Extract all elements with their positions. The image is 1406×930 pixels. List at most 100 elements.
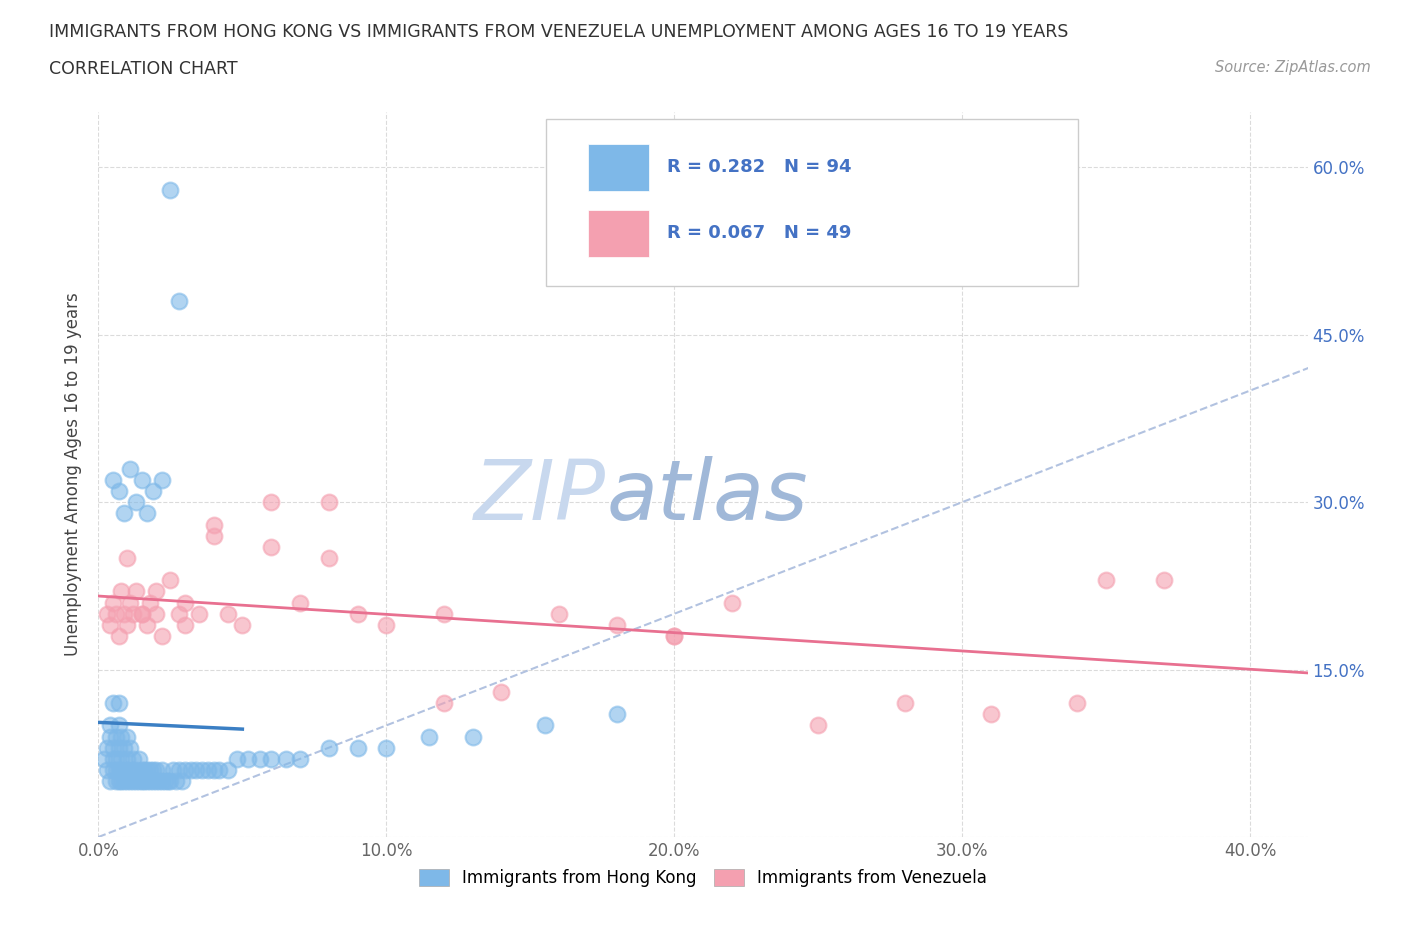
Point bbox=[125, 774, 148, 789]
Point bbox=[606, 707, 628, 722]
Point bbox=[217, 763, 239, 777]
FancyBboxPatch shape bbox=[546, 119, 1078, 286]
Point bbox=[433, 606, 456, 621]
Point bbox=[110, 584, 132, 599]
Point bbox=[893, 696, 915, 711]
Point bbox=[125, 495, 148, 510]
Point bbox=[375, 618, 398, 632]
Point bbox=[120, 595, 142, 610]
Point bbox=[260, 495, 283, 510]
Point bbox=[107, 763, 129, 777]
Point bbox=[136, 618, 159, 632]
Point bbox=[461, 729, 484, 744]
Point bbox=[115, 729, 138, 744]
Point bbox=[159, 573, 181, 588]
Point bbox=[1095, 573, 1118, 588]
Point bbox=[98, 774, 121, 789]
Point bbox=[112, 740, 135, 755]
Text: IMMIGRANTS FROM HONG KONG VS IMMIGRANTS FROM VENEZUELA UNEMPLOYMENT AMONG AGES 1: IMMIGRANTS FROM HONG KONG VS IMMIGRANTS … bbox=[49, 23, 1069, 41]
Point bbox=[110, 751, 132, 766]
Point bbox=[145, 606, 167, 621]
Point bbox=[153, 774, 176, 789]
Point bbox=[346, 740, 368, 755]
Point bbox=[128, 751, 150, 766]
Point bbox=[131, 606, 153, 621]
Point bbox=[433, 696, 456, 711]
Point bbox=[720, 595, 742, 610]
Point bbox=[148, 774, 170, 789]
Point bbox=[1066, 696, 1088, 711]
Point bbox=[120, 740, 142, 755]
Point bbox=[122, 763, 145, 777]
Point bbox=[107, 774, 129, 789]
Point bbox=[288, 595, 311, 610]
Point bbox=[101, 751, 124, 766]
Point bbox=[115, 751, 138, 766]
Point bbox=[115, 618, 138, 632]
Point bbox=[101, 696, 124, 711]
Point bbox=[101, 763, 124, 777]
Point bbox=[180, 763, 202, 777]
Point bbox=[131, 763, 153, 777]
Point bbox=[236, 751, 259, 766]
Point bbox=[122, 751, 145, 766]
Point bbox=[134, 763, 156, 777]
Point bbox=[96, 763, 118, 777]
Point bbox=[139, 774, 162, 789]
Point bbox=[98, 618, 121, 632]
Point bbox=[150, 629, 173, 644]
Text: ZIP: ZIP bbox=[474, 456, 606, 537]
Point bbox=[120, 763, 142, 777]
Point bbox=[125, 584, 148, 599]
Point bbox=[346, 606, 368, 621]
Y-axis label: Unemployment Among Ages 16 to 19 years: Unemployment Among Ages 16 to 19 years bbox=[65, 292, 83, 657]
Point bbox=[115, 551, 138, 565]
Point bbox=[159, 182, 181, 197]
Point bbox=[208, 763, 231, 777]
Point bbox=[110, 774, 132, 789]
Point bbox=[101, 472, 124, 487]
Point bbox=[145, 584, 167, 599]
Point bbox=[173, 595, 195, 610]
Point bbox=[167, 763, 190, 777]
Point bbox=[122, 606, 145, 621]
Point bbox=[110, 729, 132, 744]
Point bbox=[202, 528, 225, 543]
Point bbox=[107, 696, 129, 711]
Point bbox=[120, 774, 142, 789]
Point bbox=[101, 595, 124, 610]
Point bbox=[107, 484, 129, 498]
Point bbox=[167, 606, 190, 621]
Point bbox=[98, 729, 121, 744]
Point bbox=[548, 606, 571, 621]
Point bbox=[142, 763, 165, 777]
Point bbox=[96, 606, 118, 621]
Text: CORRELATION CHART: CORRELATION CHART bbox=[49, 60, 238, 78]
Legend: Immigrants from Hong Kong, Immigrants from Venezuela: Immigrants from Hong Kong, Immigrants fr… bbox=[412, 862, 994, 894]
Point bbox=[107, 629, 129, 644]
Point bbox=[139, 595, 162, 610]
Point bbox=[112, 774, 135, 789]
Point bbox=[142, 774, 165, 789]
Point bbox=[1153, 573, 1175, 588]
Point bbox=[197, 763, 219, 777]
Point bbox=[318, 740, 340, 755]
Point bbox=[225, 751, 247, 766]
Point bbox=[162, 763, 184, 777]
FancyBboxPatch shape bbox=[588, 144, 648, 192]
Point bbox=[318, 551, 340, 565]
Point bbox=[139, 763, 162, 777]
Point bbox=[125, 763, 148, 777]
Point bbox=[107, 740, 129, 755]
Text: Source: ZipAtlas.com: Source: ZipAtlas.com bbox=[1215, 60, 1371, 75]
Point bbox=[191, 763, 214, 777]
Point bbox=[120, 461, 142, 476]
Point bbox=[136, 506, 159, 521]
Point bbox=[170, 774, 193, 789]
Text: R = 0.282   N = 94: R = 0.282 N = 94 bbox=[666, 158, 851, 177]
FancyBboxPatch shape bbox=[588, 209, 648, 257]
Point bbox=[96, 740, 118, 755]
Point bbox=[173, 763, 195, 777]
Point bbox=[664, 629, 686, 644]
Point bbox=[110, 763, 132, 777]
